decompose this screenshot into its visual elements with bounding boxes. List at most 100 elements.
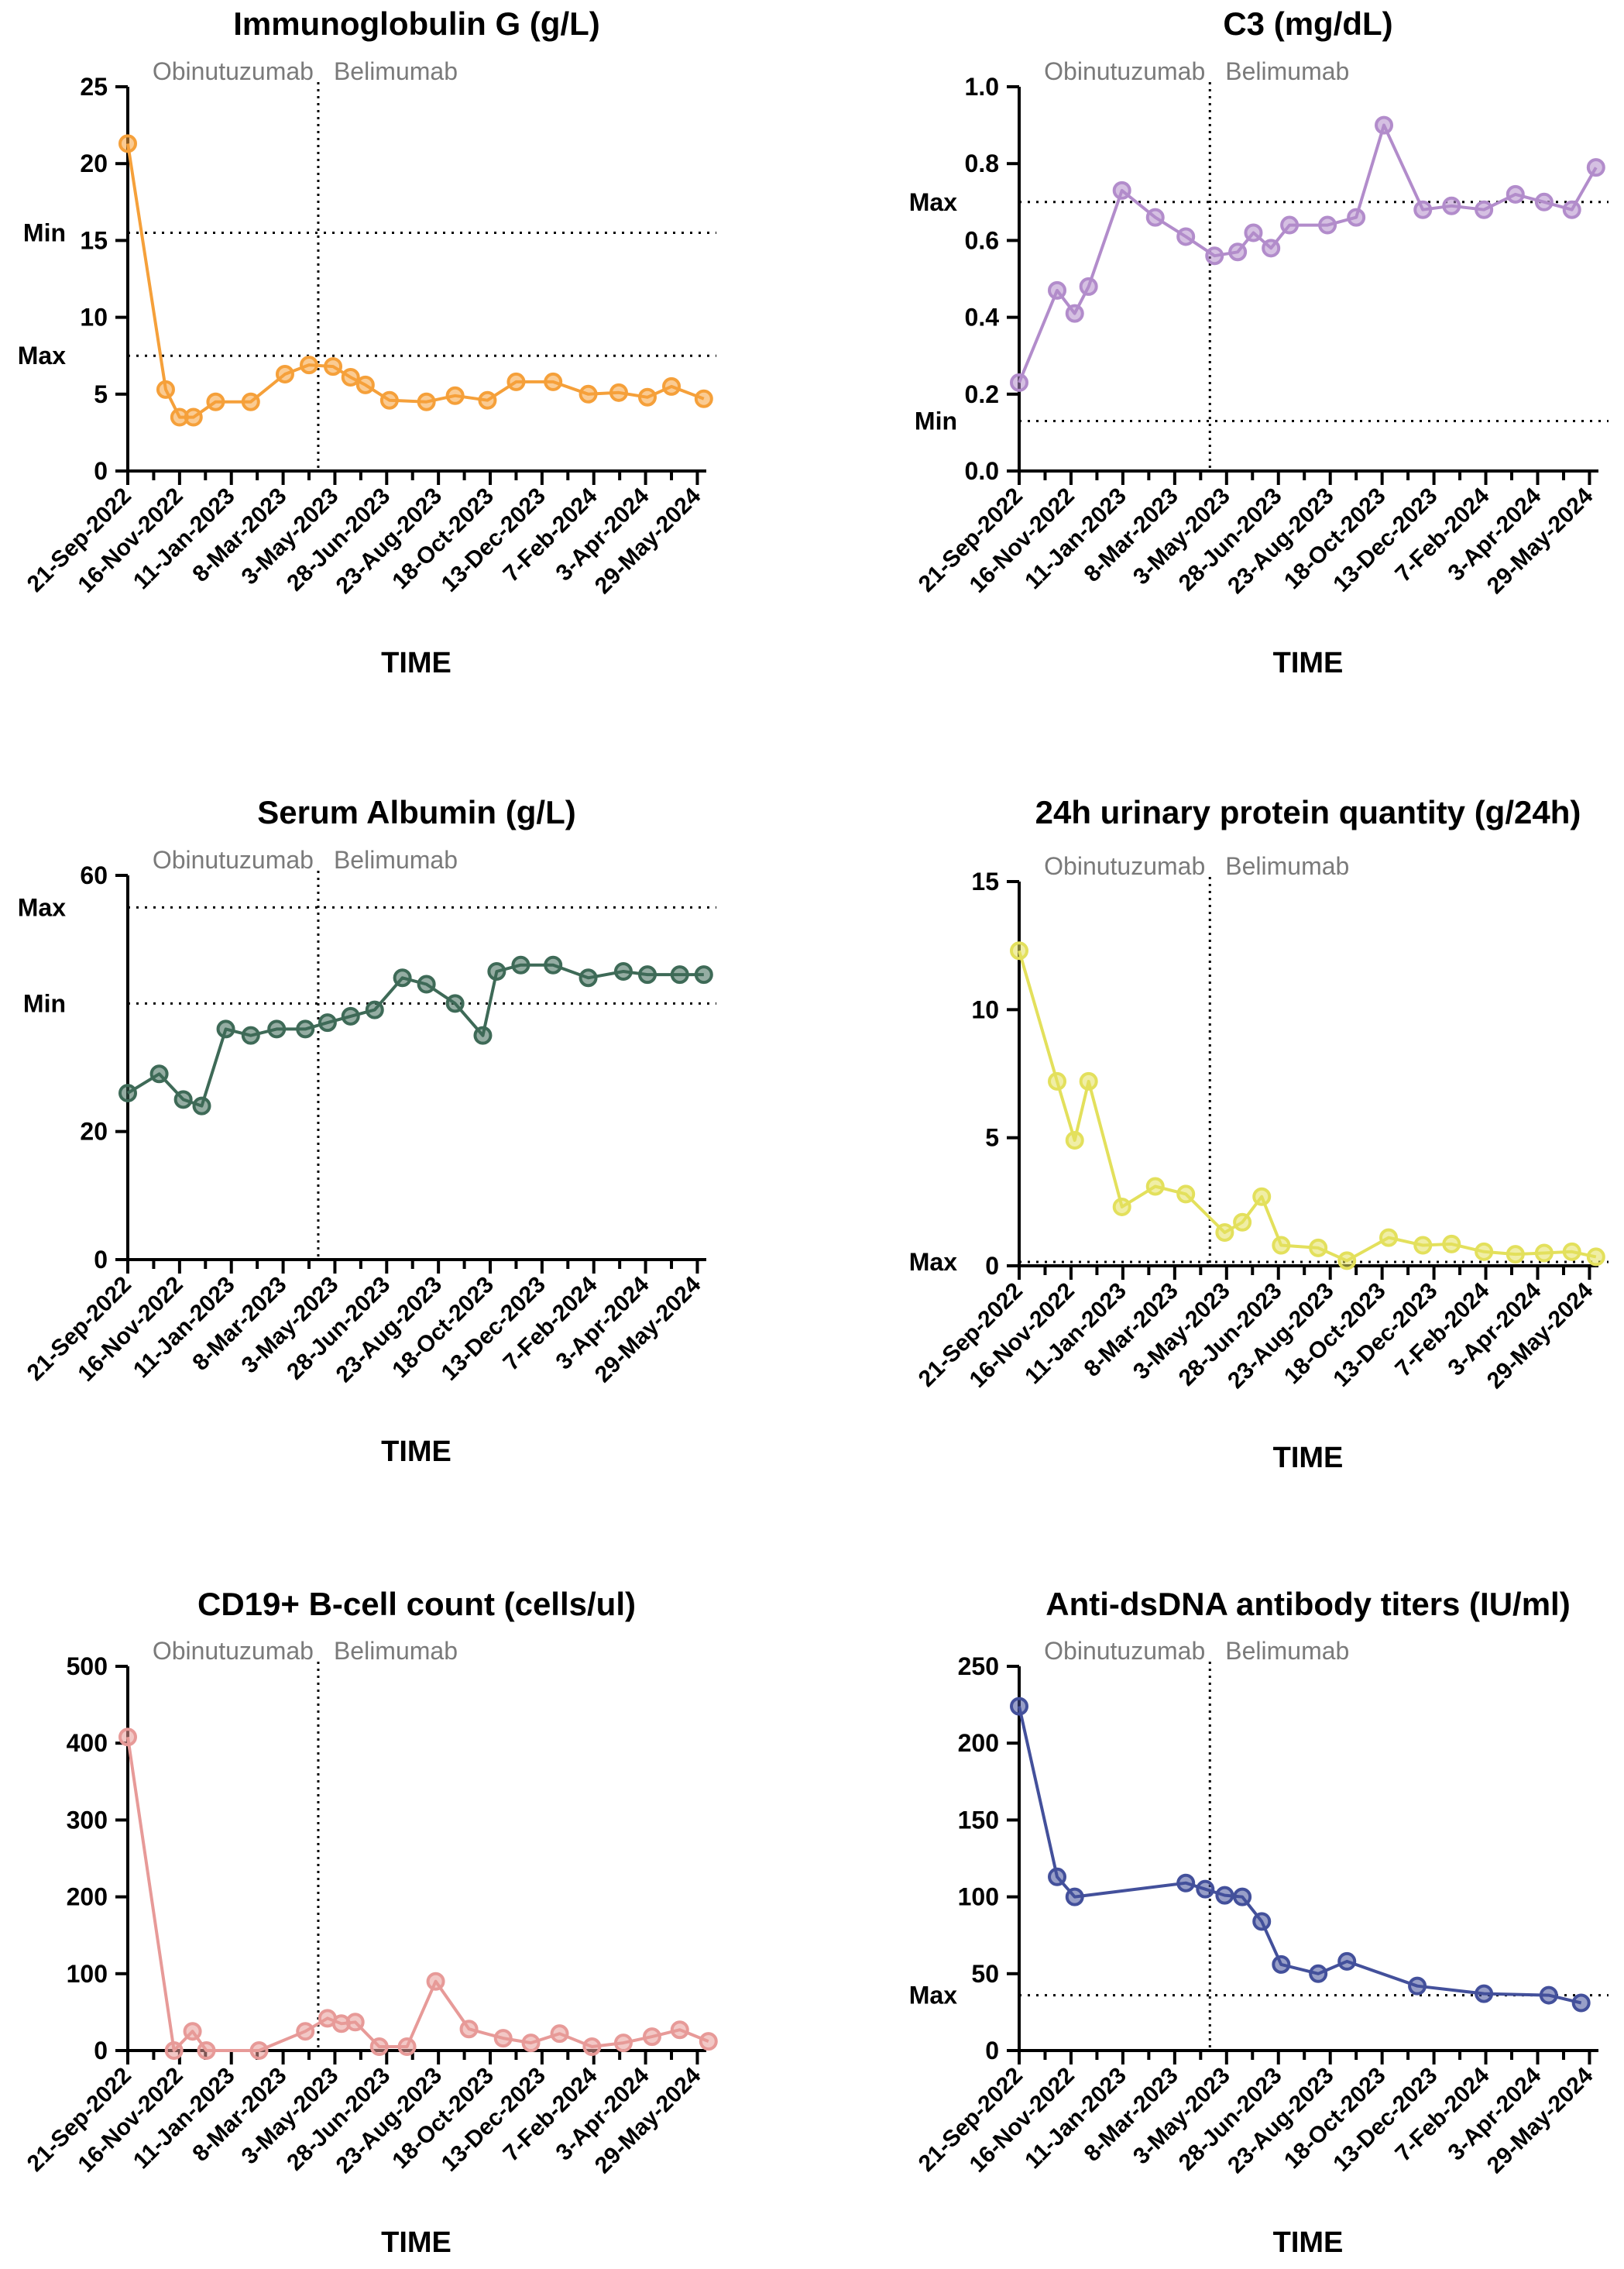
data-point — [694, 389, 713, 408]
data-point — [1272, 1236, 1291, 1255]
reference-label-min: Min — [915, 407, 957, 435]
data-point — [1442, 196, 1461, 215]
data-point — [341, 1006, 360, 1026]
data-point — [1205, 246, 1224, 266]
data-point — [1233, 1212, 1252, 1232]
y-tick-label: 0 — [94, 1246, 108, 1274]
chart-panel-3: Serum Albumin (g/L) Obinutuzumab Belimumab… — [18, 794, 716, 1468]
data-point — [192, 1096, 211, 1116]
series-line — [1018, 950, 1597, 1263]
data-point — [579, 384, 598, 404]
chart-panel-2: C3 (mg/dL) Obinutuzumab Belimumab Max Min 0.0… — [909, 5, 1609, 679]
data-point — [341, 367, 360, 387]
data-point — [699, 2032, 718, 2051]
data-point — [1048, 1867, 1067, 1886]
y-tick-label: 0.6 — [965, 226, 999, 254]
data-point — [1534, 192, 1554, 211]
x-axis-label: TIME — [1273, 647, 1344, 679]
data-point — [1337, 1251, 1357, 1270]
chart-title: Serum Albumin (g/L) — [257, 794, 575, 830]
data-point — [1586, 158, 1605, 177]
y-tick-label: 15 — [971, 868, 999, 896]
y-tick-label: 15 — [80, 226, 108, 254]
data-point — [296, 1019, 315, 1039]
data-point — [1079, 1071, 1098, 1091]
chart-title: CD19+ B-cell count (cells/ul) — [197, 1586, 636, 1622]
data-point — [1272, 1954, 1291, 1974]
data-point — [473, 1026, 493, 1045]
data-point — [183, 2022, 202, 2041]
y-tick-label: 400 — [67, 1729, 108, 1757]
data-point — [1318, 215, 1337, 235]
data-point — [1475, 200, 1494, 219]
data-point — [249, 2041, 269, 2060]
y-tick-label: 0.2 — [965, 380, 999, 408]
phase-label-belimumab: Belimumab — [334, 57, 458, 85]
x-axis-label: TIME — [381, 647, 451, 679]
data-point — [1262, 239, 1281, 258]
data-point — [1413, 200, 1433, 219]
reference-label-max: Max — [909, 188, 957, 216]
x-axis-label: TIME — [1273, 2226, 1344, 2259]
data-point — [1571, 1993, 1591, 2013]
y-tick-label: 5 — [985, 1124, 999, 1152]
data-point — [1586, 1247, 1605, 1267]
data-point — [1252, 1187, 1272, 1206]
y-tick-label: 1.0 — [965, 73, 999, 101]
data-point — [1309, 1964, 1328, 1983]
data-point — [609, 383, 628, 402]
data-point — [1048, 280, 1067, 300]
data-point — [1534, 1243, 1554, 1263]
phase-label-belimumab: Belimumab — [334, 846, 458, 874]
data-point — [1252, 1912, 1272, 1931]
data-point — [1215, 1223, 1234, 1243]
data-point — [544, 955, 563, 975]
data-point — [1280, 215, 1300, 235]
data-point — [300, 356, 319, 375]
series-line — [1018, 1706, 1582, 2005]
y-tick-label: 5 — [94, 380, 108, 408]
reference-label-min: Min — [23, 989, 66, 1017]
data-point — [694, 965, 713, 985]
y-tick-label: 60 — [80, 861, 108, 889]
phase-label-belimumab: Belimumab — [1225, 1637, 1349, 1665]
data-point — [478, 390, 497, 410]
reference-label-max: Max — [18, 893, 66, 921]
data-point — [1506, 1245, 1525, 1264]
reference-label-max: Max — [909, 1982, 957, 2009]
data-point — [1048, 1071, 1067, 1091]
data-point — [579, 968, 598, 988]
data-point — [511, 955, 530, 975]
y-tick-label: 0.0 — [965, 457, 999, 485]
chart-title: C3 (mg/dL) — [1223, 5, 1392, 42]
data-point — [1347, 208, 1366, 227]
data-point — [241, 1026, 260, 1045]
data-point — [1337, 1951, 1357, 1971]
data-point — [1112, 1197, 1131, 1216]
chart-title: Anti-dsDNA antibody titers (IU/ml) — [1045, 1586, 1570, 1622]
data-point — [118, 1084, 137, 1103]
data-point — [613, 2034, 633, 2053]
y-tick-label: 20 — [80, 150, 108, 177]
phase-label-obinutuzumab: Obinutuzumab — [1044, 1637, 1205, 1665]
data-point — [369, 2037, 389, 2057]
data-point — [417, 392, 436, 411]
data-point — [670, 965, 689, 985]
data-point — [1065, 304, 1084, 323]
data-point — [1196, 1879, 1215, 1899]
series-line — [126, 963, 704, 1108]
x-axis-label: TIME — [381, 1435, 451, 1468]
data-point — [1010, 1697, 1028, 1716]
chart-panel-6: Anti-dsDNA antibody titers (IU/ml) Obinut… — [909, 1586, 1609, 2259]
chart-title: Immunoglobulin G (g/L) — [233, 5, 600, 42]
data-point — [521, 2034, 541, 2053]
series-line — [126, 1737, 709, 2052]
data-point — [241, 392, 260, 411]
data-point — [1010, 373, 1028, 392]
data-point — [613, 962, 633, 981]
data-point — [1408, 1976, 1427, 1996]
data-point — [1309, 1238, 1328, 1257]
data-point — [637, 387, 657, 407]
data-point — [1176, 1873, 1196, 1893]
reference-label-min: Min — [23, 218, 66, 246]
